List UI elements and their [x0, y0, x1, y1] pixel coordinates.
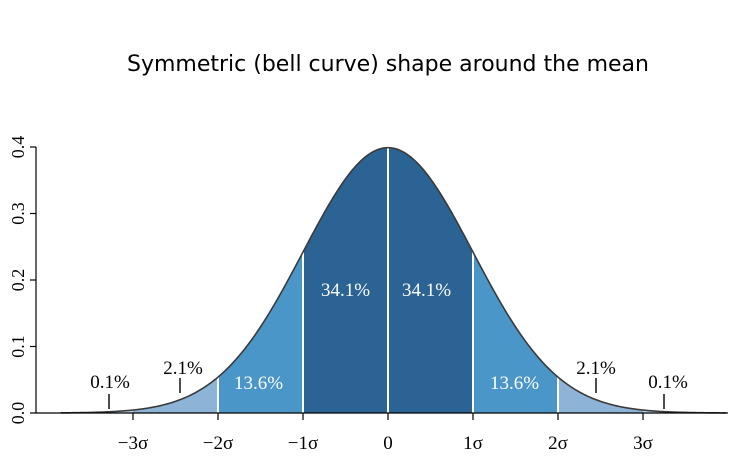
x-tick-label: 1σ — [463, 433, 483, 454]
x-tick-label: −2σ — [203, 433, 233, 454]
bell-curve-line — [60, 146, 729, 414]
band-percent-label: 0.1% — [648, 372, 688, 393]
band-percent-label: 34.1% — [402, 280, 451, 301]
y-tick-label: 0.2 — [8, 269, 28, 292]
x-tick-label: 2σ — [548, 433, 568, 454]
band-fill-1 — [133, 377, 218, 413]
y-tick-label: 0.0 — [8, 402, 28, 425]
band-percent-label: 13.6% — [490, 373, 539, 394]
axes: 0.0 0.1 0.2 0.3 0.4 −3σ −2σ −1σ 0 1σ 2σ 3σ — [8, 136, 726, 454]
x-tick-label: 0 — [383, 433, 393, 454]
y-tick-label: 0.3 — [8, 202, 28, 225]
x-tick-label: 3σ — [633, 433, 653, 454]
band-percent-label: 2.1% — [576, 358, 616, 379]
x-tick-label: −1σ — [288, 433, 318, 454]
band-percent-label: 2.1% — [163, 358, 203, 379]
x-tick-label: −3σ — [118, 433, 148, 454]
band-fill-6 — [558, 377, 643, 413]
percent-labels: 13.6% 34.1% 34.1% 13.6% 0.1% 2.1% 2.1% 0.1% — [90, 280, 688, 409]
band-percent-label: 13.6% — [234, 373, 283, 394]
y-tick-label: 0.1 — [8, 335, 28, 358]
band-percent-label: 0.1% — [90, 372, 130, 393]
band-percent-label: 34.1% — [321, 280, 370, 301]
chart-title: Symmetric (bell curve) shape around the … — [127, 52, 649, 77]
y-tick-label: 0.4 — [8, 136, 28, 159]
sigma-dividers — [217, 147, 559, 413]
